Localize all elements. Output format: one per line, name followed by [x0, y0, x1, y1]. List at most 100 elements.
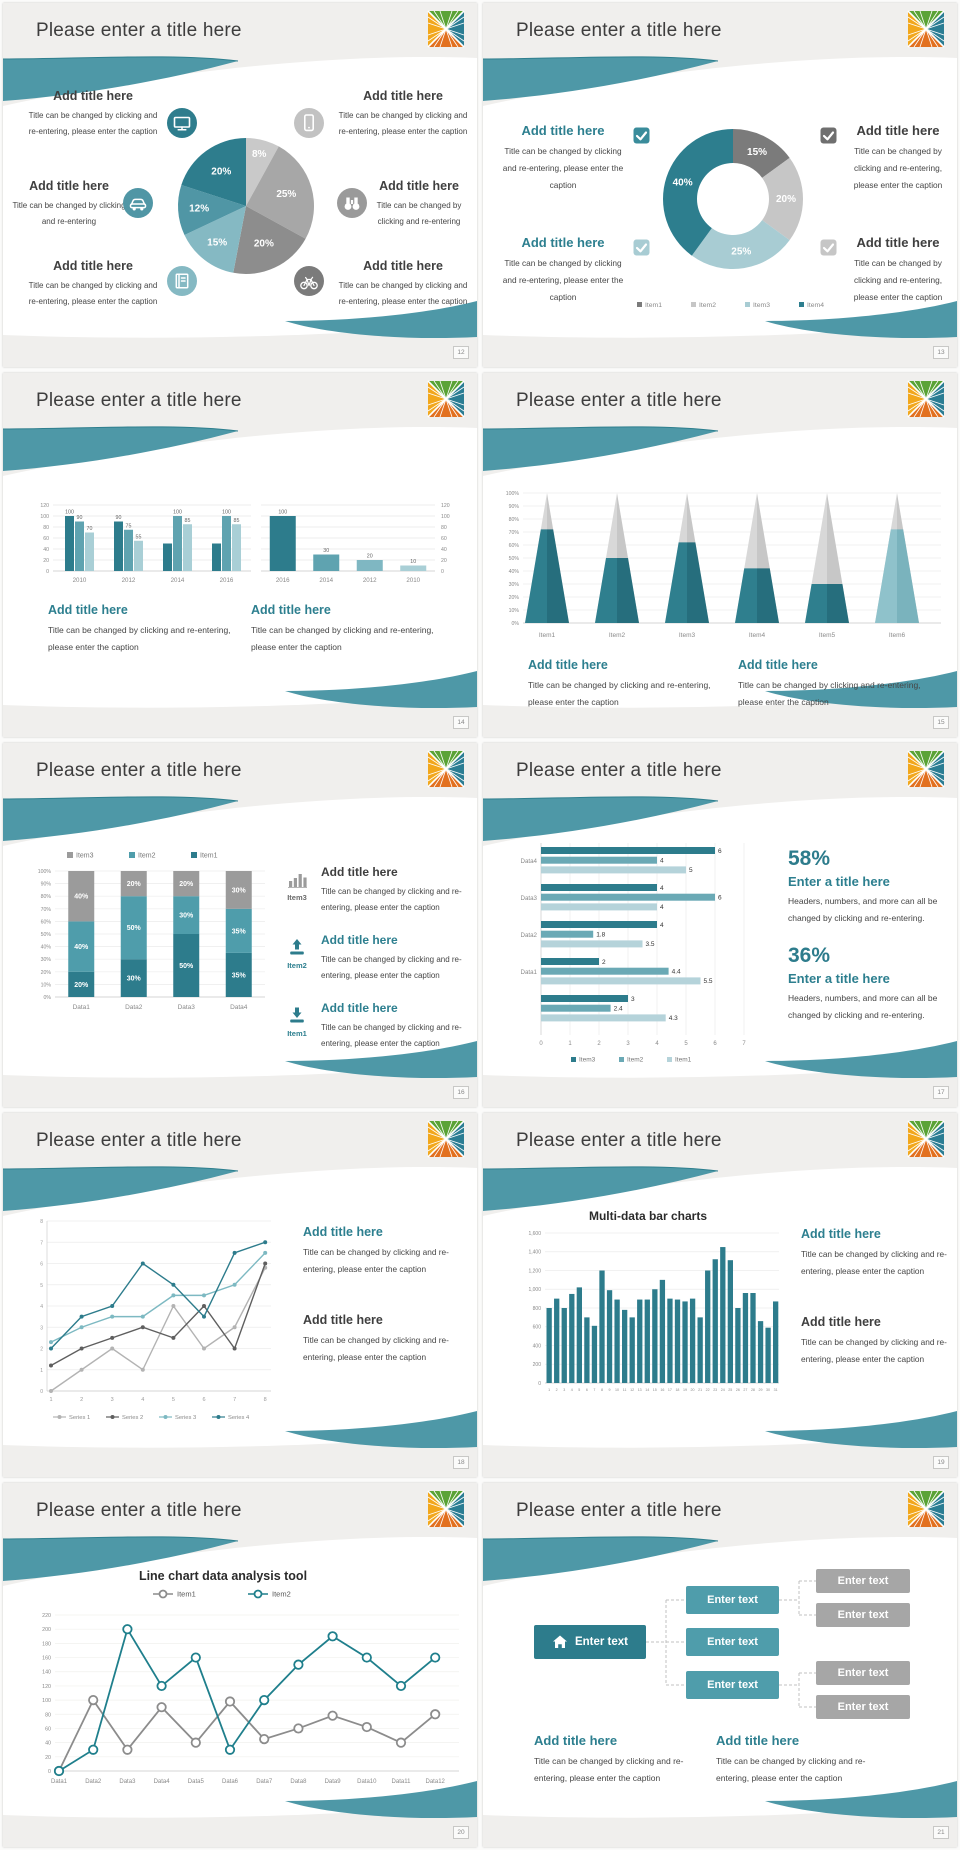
block-title: Add title here — [363, 89, 443, 103]
svg-text:20%: 20% — [776, 194, 796, 205]
stat-caption: Headers, numbers, and more can all be ch… — [788, 896, 938, 923]
download-icon — [290, 1007, 304, 1023]
svg-text:600: 600 — [533, 1325, 542, 1331]
lines-block-1: Add title here Title can be changed by cl… — [303, 1225, 465, 1278]
svg-text:24: 24 — [721, 1388, 725, 1392]
left-chart-block: Add title here Title can be changed by cl… — [48, 603, 238, 657]
tree-connectors — [646, 1580, 816, 1708]
svg-text:Item5: Item5 — [819, 632, 836, 639]
svg-text:90%: 90% — [41, 882, 52, 888]
tree-branch-node[interactable]: Enter text — [686, 1586, 779, 1614]
svg-text:22: 22 — [706, 1388, 710, 1392]
tree-leaf-node[interactable]: Enter text — [816, 1603, 910, 1627]
callout-bottom-right: Add title here Title can be changed by cl… — [333, 259, 473, 311]
block-caption: Title can be changed by clicking and re-… — [502, 146, 624, 190]
svg-text:35%: 35% — [232, 928, 247, 935]
block-title: Add title here — [856, 235, 940, 250]
svg-text:5: 5 — [684, 1041, 688, 1047]
svg-text:Item3: Item3 — [679, 632, 696, 639]
tree-leaf-node[interactable]: Enter text — [816, 1695, 910, 1719]
lines-block-2: Add title here Title can be changed by cl… — [303, 1313, 465, 1366]
slide-20[interactable]: Please enter a title here Line chart dat… — [3, 1483, 477, 1847]
slide-title: Please enter a title here — [516, 390, 722, 411]
callout-top-left: Add title here Title can be changed by cl… — [501, 123, 625, 194]
svg-text:85: 85 — [234, 518, 240, 524]
svg-text:6: 6 — [718, 848, 722, 855]
brand-logo-icon — [427, 750, 465, 788]
callout-top-right: Add title here Title can be changed by cl… — [845, 123, 951, 194]
pie-chart: 8% 25% 20% 15% 12% 20% — [178, 138, 314, 274]
checkbox-check-icon — [820, 127, 837, 144]
callout-top-left: Add title here Title can be changed by cl… — [23, 89, 163, 141]
svg-text:Data7: Data7 — [256, 1779, 273, 1785]
svg-text:100%: 100% — [38, 869, 52, 875]
block-caption: Title can be changed by clicking and re-… — [303, 1335, 449, 1362]
svg-text:4.4: 4.4 — [672, 969, 681, 976]
slide-13[interactable]: Please enter a title here 15% 20% 25% 40% It… — [483, 3, 957, 367]
svg-text:Data1: Data1 — [73, 1004, 91, 1011]
block-caption: Title can be changed by clicking and re-… — [534, 1756, 684, 1784]
checkbox-check-icon — [633, 127, 650, 144]
svg-text:0: 0 — [441, 569, 444, 575]
chart-title: Multi-data bar charts — [588, 1209, 708, 1223]
stat-title: Enter a title here — [788, 874, 890, 889]
bar-chart-left: 0204060801001201009070201090755520121008… — [40, 503, 251, 584]
page-number: 19 — [933, 1456, 949, 1469]
svg-text:Data3: Data3 — [520, 895, 537, 902]
tree-branch-node[interactable]: Enter text — [686, 1671, 779, 1699]
slide-19[interactable]: Please enter a title here Multi-data bar… — [483, 1113, 957, 1477]
color-wheel-logo-icon — [907, 750, 945, 788]
svg-text:Data2: Data2 — [125, 1004, 143, 1011]
slide-12[interactable]: Please enter a title here 8% 25% 20% 15% 12%… — [3, 3, 477, 367]
block-caption: Title can be changed by clicking and re-… — [376, 201, 462, 227]
block-title: Add title here — [801, 1227, 881, 1241]
bicycle-icon — [294, 266, 324, 296]
svg-text:60%: 60% — [41, 919, 52, 925]
slide-background — [483, 3, 957, 367]
block-caption: Title can be changed by clicking and re-… — [321, 955, 462, 981]
slide-background — [3, 1113, 477, 1477]
slide-21[interactable]: Please enter a title here Enter text Ente… — [483, 1483, 957, 1847]
brand-logo-icon — [907, 1490, 945, 1528]
tree-leaf-node[interactable]: Enter text — [816, 1661, 910, 1685]
block-title: Add title here — [379, 179, 459, 193]
checkbox-check-icon — [820, 239, 837, 256]
stat-caption: Headers, numbers, and more can all be ch… — [788, 993, 938, 1020]
bar-chart-right: 0 20 40 60 80 100 120 100 2016 30 2014 20 2012 10 2010 — [261, 503, 450, 584]
callout-top-right: Add title here Title can be changed by cl… — [333, 89, 473, 141]
slide-15[interactable]: Please enter a title here 0% 10% 20% 30% 40%… — [483, 373, 957, 737]
right-chart-block: Add title here Title can be changed by cl… — [251, 603, 436, 657]
tree-root-label: Enter text — [574, 1636, 629, 1648]
feature-item-label: Item1 — [287, 1029, 307, 1038]
svg-text:100: 100 — [65, 510, 74, 516]
tree-branch-node[interactable]: Enter text — [686, 1628, 779, 1656]
svg-text:7: 7 — [742, 1041, 746, 1047]
svg-text:40%: 40% — [673, 178, 693, 189]
svg-text:Item3: Item3 — [753, 302, 770, 309]
svg-text:2: 2 — [40, 1347, 43, 1353]
svg-text:2010: 2010 — [73, 577, 87, 584]
brand-logo-icon — [907, 1120, 945, 1158]
svg-text:Series 2: Series 2 — [122, 1415, 143, 1421]
svg-text:50%: 50% — [179, 963, 194, 970]
slide-content: Item3 Item2 Item1 0% 10% 20% 30% 40% 50% 60% 70% 80… — [3, 743, 477, 1107]
svg-text:Item2: Item2 — [272, 1590, 291, 1599]
tree-leaf-node[interactable]: Enter text — [816, 1569, 910, 1593]
upload-icon — [290, 939, 304, 955]
svg-text:2014: 2014 — [319, 577, 333, 584]
block-title: Add title here — [321, 865, 398, 879]
page-number: 16 — [453, 1086, 469, 1099]
slide-16[interactable]: Please enter a title here Item3 Item2 Item… — [3, 743, 477, 1107]
block-title: Add title here — [53, 259, 133, 273]
block-title: Add title here — [321, 1001, 398, 1015]
pyramid-chart: 0% 10% 20% 30% 40% 50% 60% 70% 80% 90% 100% Item1 It… — [506, 491, 941, 639]
svg-text:1: 1 — [568, 1041, 572, 1047]
slide-14[interactable]: Please enter a title here 0 20 40 60 80 100 12… — [3, 373, 477, 737]
svg-text:20: 20 — [691, 1388, 695, 1392]
block-title: Add title here — [716, 1733, 800, 1748]
slide-17[interactable]: Please enter a title here 0 1 2 3 4 5 6 7 6 4 5 Dat… — [483, 743, 957, 1107]
tree-root-node[interactable]: Enter text — [534, 1625, 646, 1659]
svg-text:35%: 35% — [232, 972, 247, 979]
